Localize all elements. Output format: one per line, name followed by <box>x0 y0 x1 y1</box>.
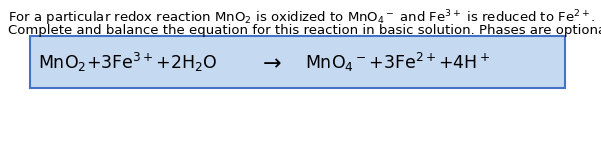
Text: MnO$_2$+3Fe$^{3+}$+2H$_2$O: MnO$_2$+3Fe$^{3+}$+2H$_2$O <box>38 50 218 73</box>
Text: $\rightarrow$: $\rightarrow$ <box>258 52 282 72</box>
FancyBboxPatch shape <box>30 36 565 88</box>
Text: For a particular redox reaction MnO$_2$ is oxidized to MnO$_4$$^-$ and Fe$^{3+}$: For a particular redox reaction MnO$_2$ … <box>8 8 596 28</box>
Text: Complete and balance the equation for this reaction in basic solution. Phases ar: Complete and balance the equation for th… <box>8 24 601 37</box>
Text: MnO$_4$$^-$+3Fe$^{2+}$+4H$^+$: MnO$_4$$^-$+3Fe$^{2+}$+4H$^+$ <box>305 50 490 73</box>
